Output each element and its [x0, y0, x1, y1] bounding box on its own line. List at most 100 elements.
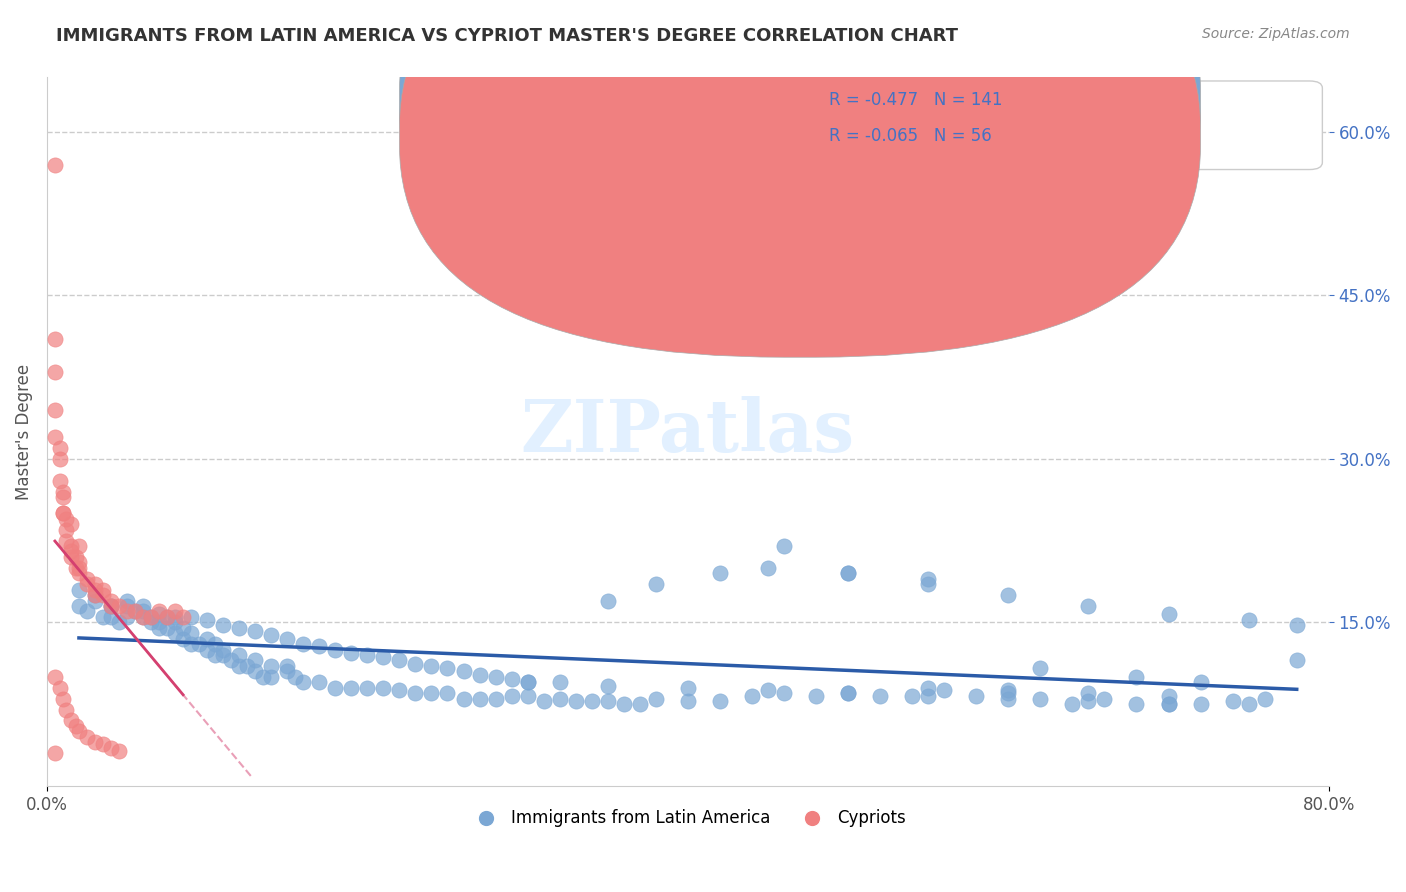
Point	[997, 686, 1019, 700]
Point	[1125, 697, 1147, 711]
Point	[48, 681, 70, 695]
Point	[356, 648, 378, 662]
Point	[676, 681, 699, 695]
Point	[44, 670, 66, 684]
Point	[1062, 697, 1084, 711]
Point	[84, 588, 107, 602]
Point	[1237, 697, 1260, 711]
Point	[65, 561, 87, 575]
Point	[139, 610, 162, 624]
Point	[67, 566, 90, 581]
Point	[596, 593, 619, 607]
Point	[100, 599, 122, 613]
Point	[436, 686, 458, 700]
Point	[172, 621, 194, 635]
Point	[76, 604, 98, 618]
Point	[84, 577, 107, 591]
Point	[165, 626, 187, 640]
Point	[644, 691, 666, 706]
Point	[108, 615, 131, 630]
Point	[139, 610, 162, 624]
Point	[1077, 694, 1099, 708]
Point	[165, 610, 187, 624]
Point	[65, 549, 87, 564]
Point	[1157, 690, 1180, 704]
Point	[340, 681, 363, 695]
Point	[148, 615, 170, 630]
Point	[212, 642, 235, 657]
Point	[139, 615, 162, 630]
Point	[84, 588, 107, 602]
Point	[172, 632, 194, 646]
Point	[148, 604, 170, 618]
Point	[564, 694, 586, 708]
Point	[917, 690, 939, 704]
FancyBboxPatch shape	[758, 81, 1323, 169]
Point	[837, 686, 859, 700]
Point	[65, 719, 87, 733]
Point	[284, 670, 307, 684]
Point	[1157, 607, 1180, 621]
Point	[100, 610, 122, 624]
Point	[212, 617, 235, 632]
Point	[965, 690, 987, 704]
Point	[115, 599, 138, 613]
Point	[276, 665, 298, 679]
Point	[548, 691, 571, 706]
Point	[52, 506, 75, 520]
Point	[44, 365, 66, 379]
Point	[837, 566, 859, 581]
Point	[869, 690, 891, 704]
Point	[613, 697, 636, 711]
Point	[1222, 694, 1244, 708]
Point	[260, 670, 283, 684]
Point	[52, 490, 75, 504]
Point	[804, 690, 827, 704]
Point	[1285, 617, 1308, 632]
Point	[100, 740, 122, 755]
Point	[67, 724, 90, 739]
Point	[124, 604, 146, 618]
Point	[59, 549, 82, 564]
Point	[260, 628, 283, 642]
Point	[1029, 691, 1052, 706]
Point	[1285, 653, 1308, 667]
FancyBboxPatch shape	[399, 0, 1201, 357]
Point	[156, 621, 179, 635]
Point	[212, 648, 235, 662]
Point	[468, 691, 491, 706]
Point	[148, 607, 170, 621]
Text: R = -0.065   N = 56: R = -0.065 N = 56	[830, 127, 991, 145]
Point	[388, 653, 411, 667]
Point	[156, 610, 179, 624]
Point	[245, 624, 267, 638]
Point	[484, 670, 506, 684]
Legend: Immigrants from Latin America, Cypriots: Immigrants from Latin America, Cypriots	[463, 803, 912, 834]
Point	[55, 702, 77, 716]
Point	[195, 613, 218, 627]
Point	[356, 681, 378, 695]
Point	[1253, 691, 1275, 706]
Point	[165, 615, 187, 630]
Point	[180, 626, 202, 640]
Point	[997, 691, 1019, 706]
Point	[501, 690, 523, 704]
Point	[124, 604, 146, 618]
Point	[1189, 697, 1212, 711]
Point	[44, 402, 66, 417]
Point	[91, 588, 114, 602]
Point	[1077, 686, 1099, 700]
Text: Source: ZipAtlas.com: Source: ZipAtlas.com	[1202, 27, 1350, 41]
Point	[59, 539, 82, 553]
Text: R = -0.477   N = 141: R = -0.477 N = 141	[830, 91, 1002, 109]
Point	[1189, 675, 1212, 690]
Y-axis label: Master's Degree: Master's Degree	[15, 364, 32, 500]
Point	[373, 681, 395, 695]
Point	[59, 544, 82, 558]
Point	[917, 577, 939, 591]
Point	[180, 637, 202, 651]
Point	[76, 572, 98, 586]
Point	[917, 681, 939, 695]
Point	[59, 517, 82, 532]
Point	[373, 650, 395, 665]
